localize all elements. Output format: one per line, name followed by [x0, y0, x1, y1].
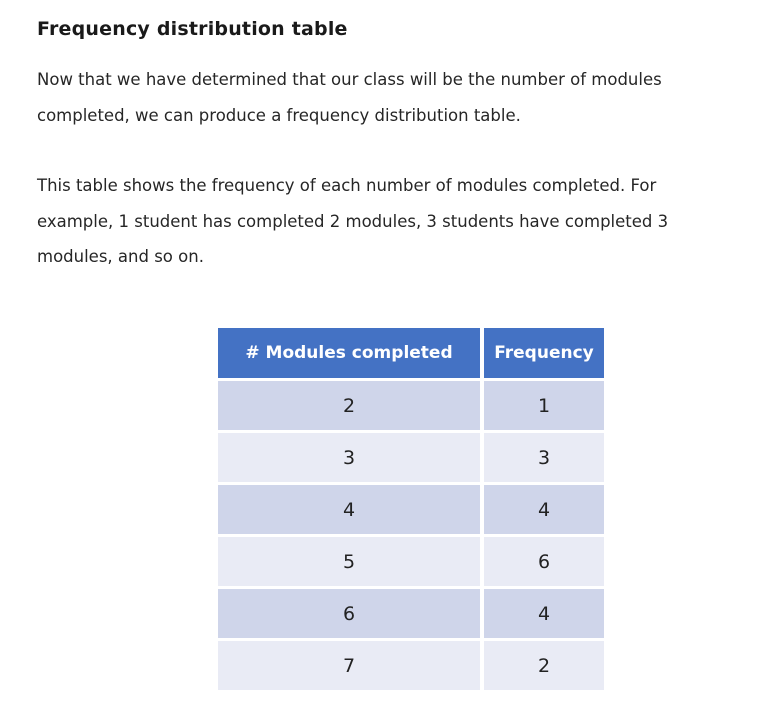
table-row: 6 4 [218, 589, 604, 638]
table-row: 2 1 [218, 381, 604, 430]
table-header-row: # Modules completed Frequency [218, 328, 604, 378]
table-row: 5 6 [218, 537, 604, 586]
frequency-cell: 1 [484, 381, 604, 430]
explanation-paragraph: This table shows the frequency of each n… [37, 176, 669, 266]
modules-cell: 4 [218, 485, 480, 534]
frequency-table: # Modules completed Frequency 2 1 3 3 4 … [214, 325, 608, 693]
frequency-cell: 4 [484, 589, 604, 638]
modules-cell: 6 [218, 589, 480, 638]
frequency-cell: 3 [484, 433, 604, 482]
section-heading: Frequency distribution table [37, 18, 348, 40]
frequency-cell: 2 [484, 641, 604, 690]
header-modules-completed: # Modules completed [218, 328, 480, 378]
modules-cell: 2 [218, 381, 480, 430]
table-row: 7 2 [218, 641, 604, 690]
header-frequency: Frequency [484, 328, 604, 378]
modules-cell: 7 [218, 641, 480, 690]
frequency-cell: 4 [484, 485, 604, 534]
modules-cell: 3 [218, 433, 480, 482]
intro-paragraph: Now that we have determined that our cla… [37, 70, 662, 125]
table-row: 4 4 [218, 485, 604, 534]
frequency-cell: 6 [484, 537, 604, 586]
table-row: 3 3 [218, 433, 604, 482]
modules-cell: 5 [218, 537, 480, 586]
